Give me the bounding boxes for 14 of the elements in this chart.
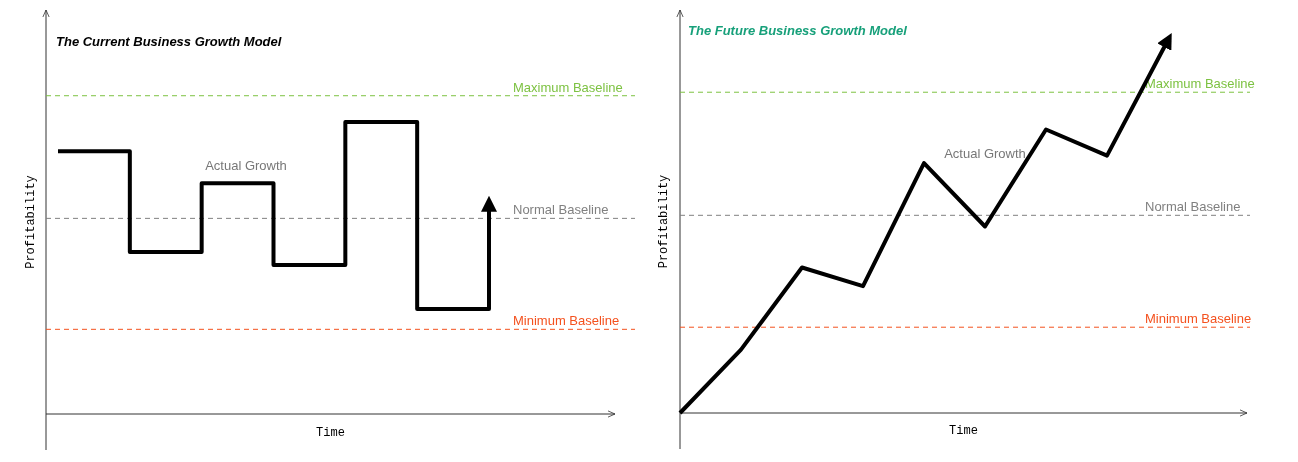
y-axis-title: Profitability: [24, 175, 38, 269]
ref-line-label: Normal Baseline: [1145, 199, 1241, 215]
annotation: Actual Growth: [944, 146, 1026, 161]
chart-title: The Current Business Growth Model: [56, 34, 282, 49]
ref-line-label: Minimum Baseline: [1145, 311, 1252, 327]
ref-line-label: Maximum Baseline: [513, 79, 623, 95]
ref-line-label: Normal Baseline: [513, 202, 609, 218]
x-axis-title: Time: [316, 426, 345, 440]
ref-line-label: Maximum Baseline: [1145, 76, 1255, 92]
chart-title: The Future Business Growth Model: [688, 23, 908, 38]
y-axis-title: Profitability: [657, 174, 671, 269]
ref-line-label: Minimum Baseline: [513, 313, 620, 329]
annotation: Actual Growth: [205, 158, 287, 173]
x-axis-title: Time: [949, 424, 978, 438]
